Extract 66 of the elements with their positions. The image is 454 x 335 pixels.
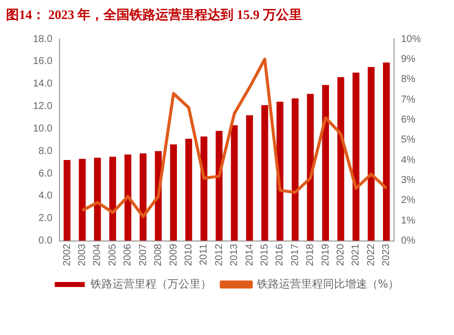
y2-tick-label: 4% <box>400 154 416 166</box>
x-tick-label: 2008 <box>153 243 164 266</box>
legend-label: 铁路运营里程（万公里） <box>89 277 212 290</box>
bar <box>170 144 177 241</box>
y2-tick-label: 10% <box>400 34 422 45</box>
x-tick-label: 2011 <box>198 243 210 266</box>
x-tick-label: 2009 <box>168 243 180 266</box>
bar <box>337 77 344 241</box>
y2-tick-label: 9% <box>400 54 416 65</box>
y2-tick-label: 6% <box>400 114 416 126</box>
x-tick-label: 2013 <box>229 243 240 266</box>
x-tick-label: 2017 <box>290 243 301 266</box>
y2-tick-label: 8% <box>400 74 416 86</box>
bar <box>230 125 238 241</box>
y-tick-label: 16.0 <box>32 56 53 68</box>
bar <box>200 136 208 241</box>
x-tick-label: 2003 <box>77 243 88 266</box>
y-tick-label: 14.0 <box>32 78 53 90</box>
y-tick-label: 4.0 <box>38 190 53 202</box>
bar <box>306 94 314 241</box>
bar <box>109 156 116 241</box>
x-tick-label: 2020 <box>336 243 347 266</box>
bar <box>368 67 375 241</box>
y2-tick-label: 0% <box>400 236 416 247</box>
bar <box>124 154 132 241</box>
y-tick-label: 8.0 <box>38 146 53 157</box>
bar <box>78 158 86 241</box>
y2-tick-label: 7% <box>400 94 416 106</box>
y-tick-label: 0.0 <box>38 236 53 247</box>
x-tick-label: 2004 <box>92 243 104 266</box>
bar <box>64 160 70 241</box>
x-tick-label: 2006 <box>122 243 134 266</box>
legend-label: 铁路运营里程同比增速（%） <box>256 277 400 290</box>
x-tick-label: 2014 <box>244 243 256 266</box>
x-tick-label: 2002 <box>62 243 73 266</box>
y-tick-label: 10.0 <box>32 123 53 134</box>
bar <box>216 130 223 241</box>
x-tick-label: 2016 <box>274 243 286 266</box>
y2-tick-label: 5% <box>400 134 416 146</box>
bar <box>382 62 390 241</box>
x-tick-label: 2005 <box>107 243 118 266</box>
y-tick-label: 18.0 <box>32 34 53 45</box>
x-tick-label: 2022 <box>366 243 377 266</box>
bar <box>261 105 268 241</box>
bar <box>322 84 329 241</box>
chart-title: 图14： 2023 年，全国铁路运营里程达到 15.9 万公里 <box>6 6 302 24</box>
y2-tick-label: 3% <box>400 174 416 186</box>
x-tick-label: 2007 <box>138 243 149 266</box>
y-tick-label: 2.0 <box>38 213 53 224</box>
bar <box>185 138 192 241</box>
y-tick-label: 12.0 <box>32 101 53 112</box>
y2-tick-label: 1% <box>400 215 416 226</box>
bar <box>94 158 101 241</box>
x-tick-label: 2018 <box>305 243 316 266</box>
bar <box>140 153 147 241</box>
bar <box>352 72 360 241</box>
bar <box>292 98 299 241</box>
x-tick-label: 2023 <box>381 243 392 266</box>
bar <box>246 115 253 241</box>
x-tick-label: 2019 <box>320 243 332 266</box>
x-tick-label: 2012 <box>214 243 225 266</box>
x-tick-label: 2010 <box>183 243 194 266</box>
y2-tick-label: 2% <box>400 195 416 206</box>
y-tick-label: 6.0 <box>38 168 53 180</box>
x-tick-label: 2015 <box>259 243 270 266</box>
x-tick-label: 2021 <box>350 243 362 266</box>
